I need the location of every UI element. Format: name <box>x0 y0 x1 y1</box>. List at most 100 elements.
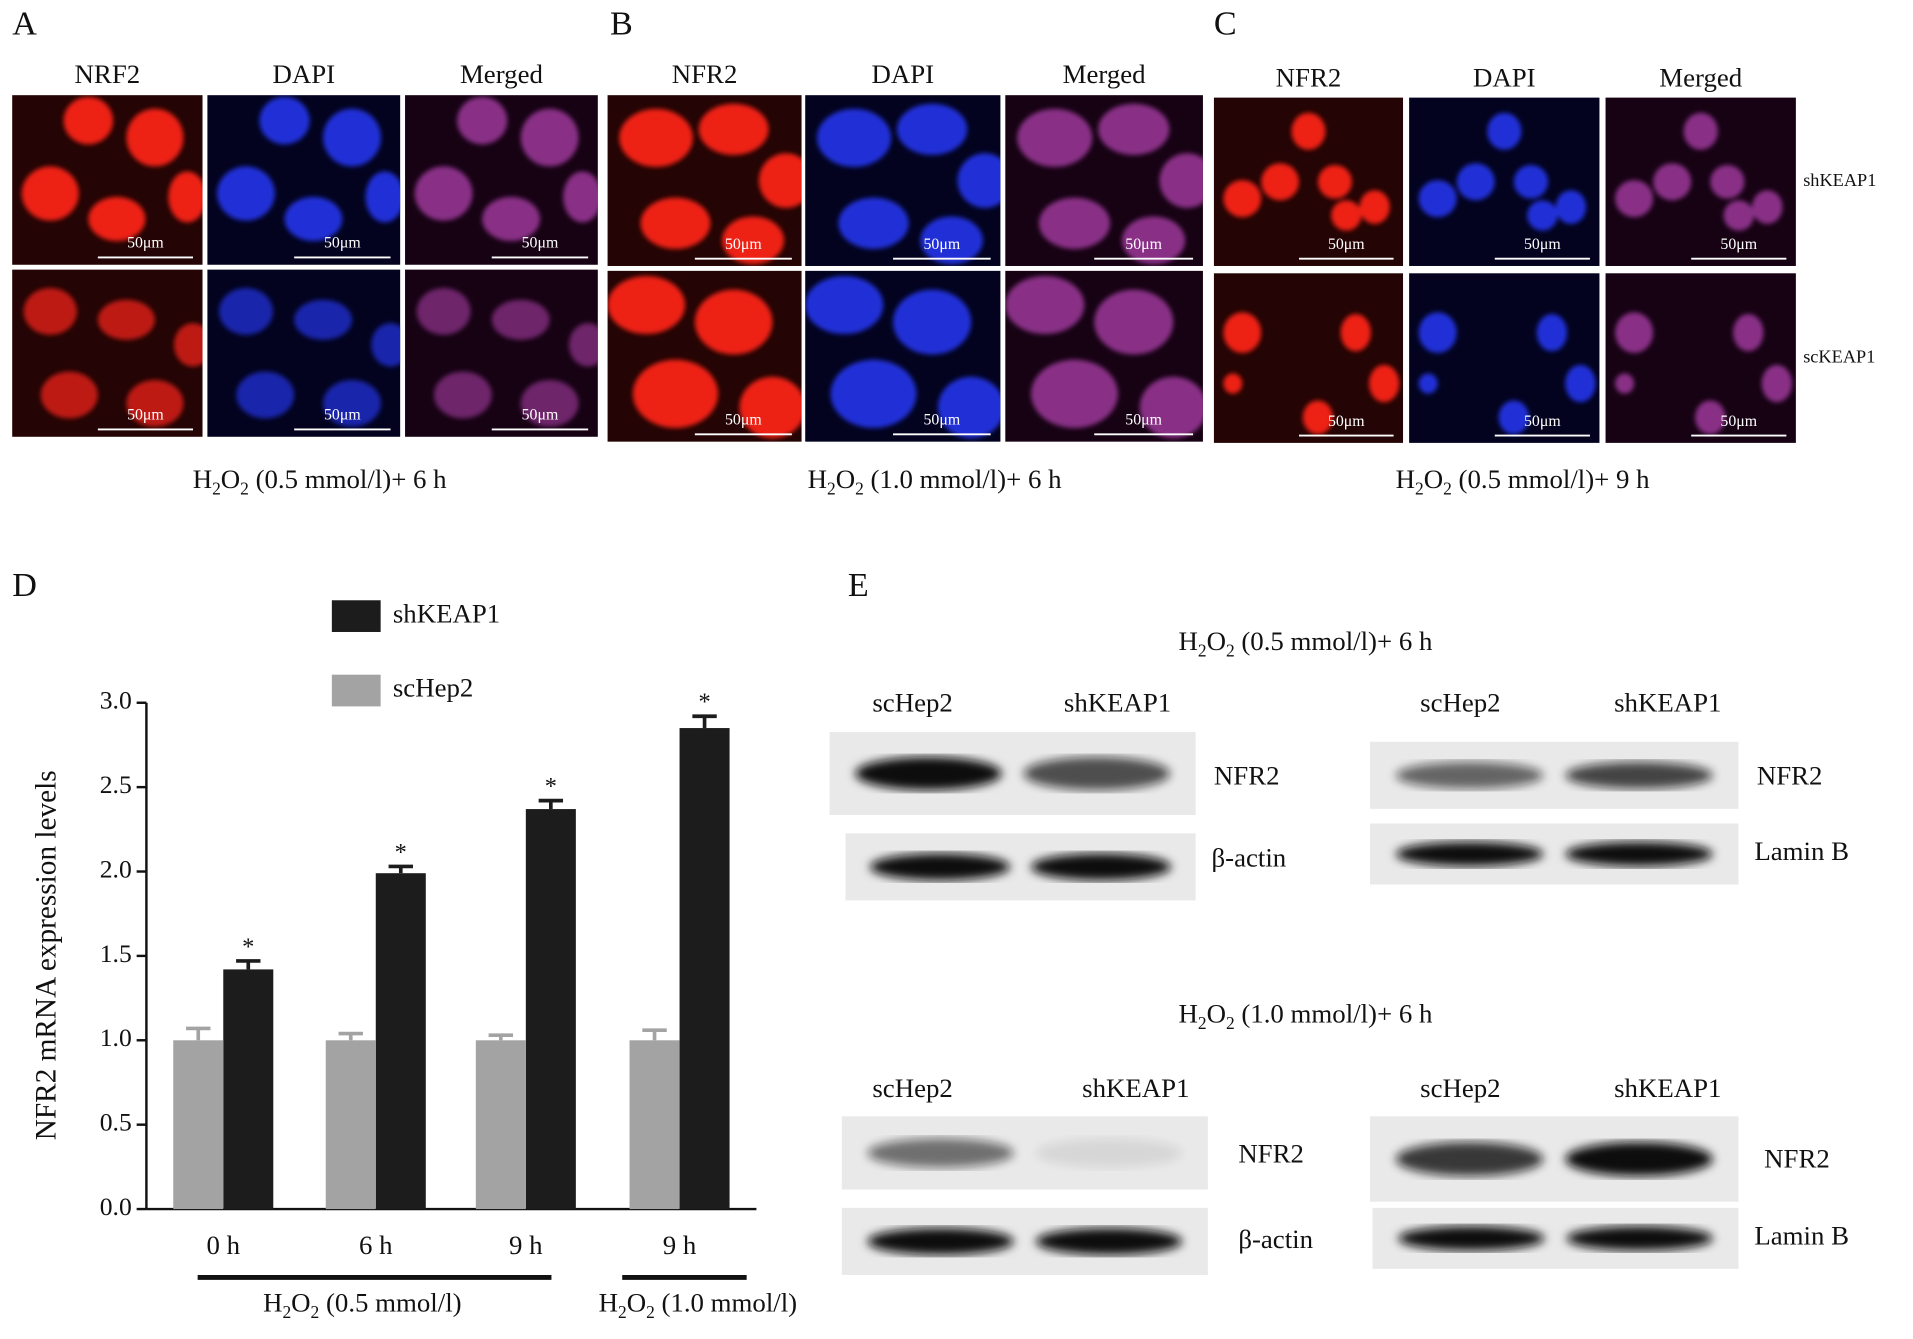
subscript: 2 <box>282 1302 291 1322</box>
band <box>867 1227 1014 1255</box>
panel-label: A <box>12 6 37 43</box>
caption-part: (0.5 mmol/l)+ 6 h <box>249 464 447 494</box>
caption: H2O2 (0.5 mmol/l)+ 9 h <box>1396 464 1650 498</box>
nucleus <box>1005 275 1085 335</box>
nucleus <box>568 323 598 367</box>
subscript: 2 <box>311 1302 320 1322</box>
band <box>1395 1141 1544 1177</box>
column-header: Merged <box>460 59 544 89</box>
nucleus <box>937 376 1001 439</box>
x-tick-label: 9 h <box>663 1230 697 1260</box>
cells <box>1223 112 1390 231</box>
cells <box>414 96 598 242</box>
nucleus <box>414 166 473 221</box>
nucleus <box>1752 190 1783 224</box>
nucleus <box>294 299 352 340</box>
nucleus <box>1223 312 1262 354</box>
subscript: 2 <box>212 478 221 498</box>
cells <box>607 275 802 439</box>
caption-part: O <box>1207 626 1226 656</box>
bar <box>375 873 426 1210</box>
band <box>1565 761 1713 789</box>
nucleus <box>1139 376 1203 439</box>
band <box>855 756 1002 791</box>
caption-part: (0.5 mmol/l)+ 6 h <box>1235 626 1433 656</box>
subscript: 2 <box>1226 641 1235 661</box>
caption-part: H <box>1396 464 1415 494</box>
nucleus <box>957 153 1001 208</box>
band <box>1035 1227 1183 1255</box>
subscript: 2 <box>1198 641 1207 661</box>
nucleus <box>1683 112 1718 150</box>
lane-label: shKEAP1 <box>1064 687 1171 717</box>
caption-part: H <box>1178 626 1197 656</box>
nucleus <box>640 197 711 249</box>
cells <box>619 103 802 265</box>
scale-bar-label: 50μm <box>324 407 361 424</box>
nucleus <box>1733 313 1764 352</box>
column-header: DAPI <box>272 59 335 89</box>
panel-label: B <box>610 6 633 43</box>
band <box>1023 756 1171 791</box>
significance: * <box>698 689 710 716</box>
nucleus <box>1418 373 1438 394</box>
caption-part: H <box>599 1288 618 1318</box>
nucleus <box>1565 364 1596 403</box>
nucleus <box>1359 190 1390 224</box>
caption-part: O <box>221 464 240 494</box>
band <box>1565 841 1713 867</box>
scale-bar-label: 50μm <box>1328 413 1365 430</box>
cells <box>816 103 1001 265</box>
nucleus <box>838 197 909 249</box>
subscript: 2 <box>855 478 864 498</box>
nucleus <box>168 171 203 223</box>
cells <box>416 288 598 427</box>
legend-label: scHep2 <box>393 673 473 703</box>
caption-part: H <box>1178 998 1197 1028</box>
nucleus <box>1094 289 1174 355</box>
nucleus <box>1331 200 1362 231</box>
panel-label: E <box>848 567 869 604</box>
caption: H2O2 (1.0 mmol/l)+ 6 h <box>808 464 1062 498</box>
significance: * <box>545 773 557 800</box>
scale-bar-label: 50μm <box>324 235 361 252</box>
nucleus <box>520 108 579 167</box>
x-tick-label: 6 h <box>359 1230 393 1260</box>
nucleus <box>920 216 983 265</box>
scale-bar-label: 50μm <box>1524 236 1561 253</box>
cells <box>1615 312 1793 435</box>
panel-label: C <box>1214 6 1237 43</box>
row-label: Lamin B <box>1754 836 1849 866</box>
scale-bar-label: 50μm <box>522 407 559 424</box>
lane-label: shKEAP1 <box>1614 1073 1721 1103</box>
subscript: 2 <box>1198 1013 1207 1033</box>
cells <box>23 288 203 427</box>
nucleus <box>1761 364 1793 403</box>
row-label: Lamin B <box>1754 1220 1849 1250</box>
y-tick-label: 2.0 <box>100 854 132 883</box>
caption-part: (1.0 mmol/l)+ 6 h <box>864 464 1062 494</box>
nucleus <box>126 108 184 167</box>
nucleus <box>97 299 155 340</box>
scale-bar-label: 50μm <box>1125 236 1162 253</box>
bar <box>223 969 274 1210</box>
y-tick-label: 3.0 <box>100 686 132 715</box>
nucleus <box>758 153 802 208</box>
bar <box>173 1040 224 1210</box>
nucleus <box>520 379 579 427</box>
nucleus <box>1340 313 1371 352</box>
nucleus <box>323 379 381 427</box>
nucleus <box>1513 164 1549 199</box>
subscript: 2 <box>827 478 836 498</box>
nucleus <box>40 371 98 419</box>
caption-part: (0.5 mmol/l)+ 9 h <box>1452 464 1650 494</box>
nucleus <box>1418 312 1457 354</box>
scale-bar-label: 50μm <box>127 407 164 424</box>
bar <box>679 728 730 1210</box>
subscript: 2 <box>646 1302 655 1322</box>
nucleus <box>722 216 785 265</box>
lane-label: shKEAP1 <box>1614 687 1721 717</box>
nucleus <box>1615 312 1654 354</box>
lane-label: scHep2 <box>1420 687 1500 717</box>
cells <box>1005 275 1203 439</box>
